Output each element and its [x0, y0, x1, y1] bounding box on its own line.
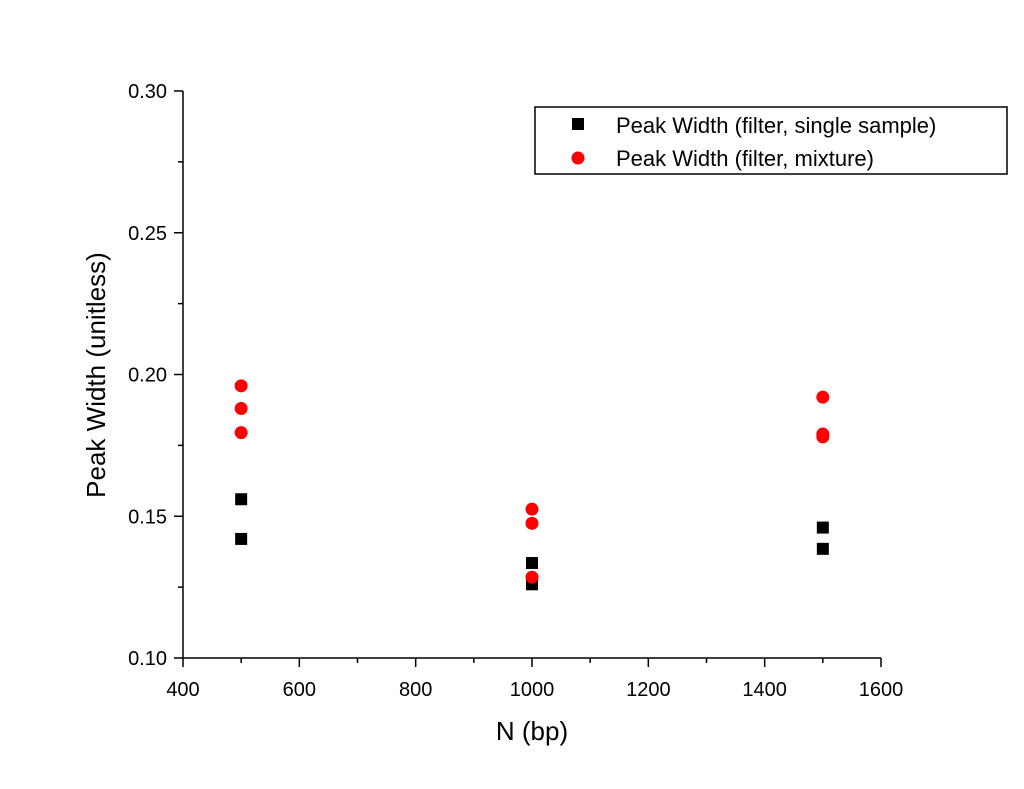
point-single-sample	[235, 493, 248, 506]
legend-label-single-sample: Peak Width (filter, single sample)	[616, 113, 936, 138]
x-tick-label: 800	[399, 679, 432, 701]
x-tick-label: 1400	[742, 679, 787, 701]
point-mixture	[525, 502, 539, 516]
y-tick-label: 0.30	[128, 81, 167, 103]
point-mixture	[234, 379, 248, 393]
point-mixture	[525, 516, 539, 530]
y-tick-label: 0.15	[128, 506, 167, 528]
x-tick-label: 400	[166, 679, 199, 701]
legend-box	[534, 106, 1008, 175]
x-tick-label: 1600	[859, 679, 904, 701]
x-tick-label: 600	[283, 679, 316, 701]
legend: Peak Width (filter, single sample) Peak …	[534, 106, 1008, 175]
point-single-sample	[526, 557, 538, 570]
point-mixture	[234, 402, 248, 416]
data-points	[234, 379, 830, 591]
point-mixture	[525, 570, 539, 584]
point-single-sample	[816, 521, 829, 534]
legend-square-marker	[572, 118, 584, 130]
point-single-sample	[235, 532, 248, 545]
legend-label-mixture: Peak Width (filter, mixture)	[616, 146, 874, 171]
x-tick-label: 1000	[510, 679, 555, 701]
y-tick-label: 0.20	[128, 365, 167, 387]
y-tick-label: 0.10	[128, 648, 167, 670]
y-tick-label: 0.25	[128, 223, 167, 245]
point-mixture	[234, 426, 248, 440]
point-single-sample	[816, 542, 829, 555]
x-tick-label: 1200	[626, 679, 671, 701]
legend-circle-marker	[571, 151, 585, 165]
point-mixture	[816, 390, 830, 404]
axes: 400 600 800 1000 1200 1400 1600 0.10 0.15 0.20 0.2…	[128, 81, 903, 701]
y-axis-title: Peak Width (unitless)	[81, 252, 111, 498]
x-axis-title: N (bp)	[496, 716, 568, 746]
point-mixture	[816, 430, 830, 444]
